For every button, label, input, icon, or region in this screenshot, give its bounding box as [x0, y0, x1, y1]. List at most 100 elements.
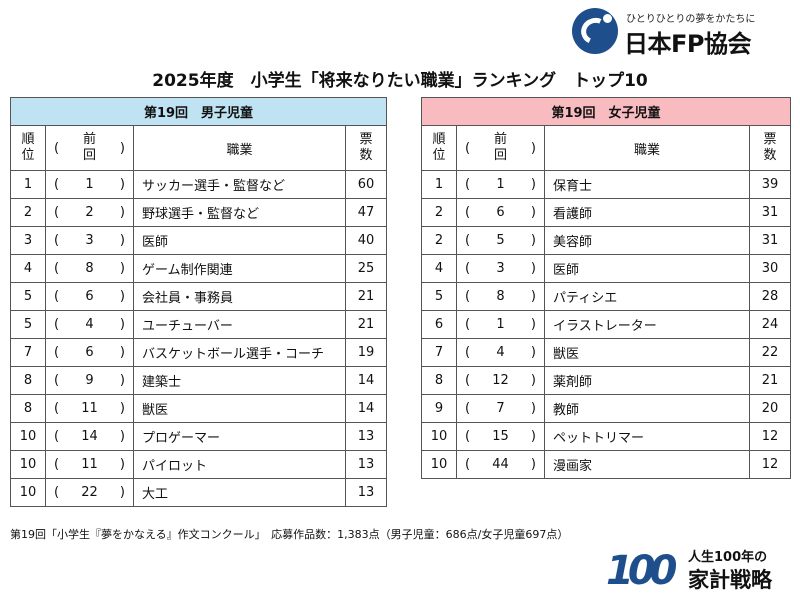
girls-table-heading: 第19回 女子児童 [421, 97, 791, 126]
logo-org-name: 日本FP協会 [624, 30, 751, 58]
boys-table-body: 順位(前回) 職業票数 1(1) サッカー選手・監督など 60 2(2) 野球選手・監督など… [10, 125, 387, 507]
table-row: 2(2) 野球選手・監督など 47 [10, 198, 387, 227]
table-row: 1(1) 保育士 39 [421, 170, 791, 199]
footer-note: 第19回「小学生『夢をかなえる』作文コンクール」 応募作品数：1,383点（男子… [10, 528, 569, 541]
prev-rank-cell: (4) [456, 338, 545, 367]
votes-cell: 60 [345, 170, 387, 199]
jfp-emblem-icon [572, 8, 618, 54]
girls-ranking-table: 第19回 女子児童 順位(前回) 職業票数 1(1) 保育士 39 2(6) 看護師 31 2(… [421, 97, 791, 479]
rank-cell: 5 [10, 310, 46, 339]
table-row: 7(4) 獣医 22 [421, 338, 791, 367]
rank-cell: 10 [10, 422, 46, 451]
prev-rank-cell: (9) [45, 366, 134, 395]
rank-cell: 2 [421, 226, 457, 255]
rank-cell: 4 [10, 254, 46, 283]
prev-rank-cell: (44) [456, 450, 545, 479]
col-header-job: 職業 [133, 125, 346, 171]
votes-cell: 14 [345, 366, 387, 395]
votes-cell: 12 [749, 422, 791, 451]
votes-cell: 22 [749, 338, 791, 367]
rank-cell: 8 [421, 366, 457, 395]
table-row: 1(1) サッカー選手・監督など 60 [10, 170, 387, 199]
prev-rank-cell: (3) [456, 254, 545, 283]
rank-cell: 2 [10, 198, 46, 227]
job-cell: ペットトリマー [544, 422, 750, 451]
prev-rank-cell: (2) [45, 198, 134, 227]
job-cell: 建築士 [133, 366, 346, 395]
job-cell: 保育士 [544, 170, 750, 199]
col-header-votes: 票数 [345, 125, 387, 171]
rank-cell: 9 [421, 394, 457, 423]
rank-cell: 5 [421, 282, 457, 311]
prev-rank-cell: (6) [45, 338, 134, 367]
logo-100-line2: 家計戦略 [688, 568, 772, 592]
prev-rank-cell: (7) [456, 394, 545, 423]
col-header-prev: (前回) [45, 125, 134, 171]
table-row: 7(6) バスケットボール選手・コーチ 19 [10, 338, 387, 367]
rank-cell: 6 [421, 310, 457, 339]
table-row: 10(14) プロゲーマー 13 [10, 422, 387, 451]
prev-rank-cell: (11) [45, 394, 134, 423]
table-row: 10(11) パイロット 13 [10, 450, 387, 479]
job-cell: パティシエ [544, 282, 750, 311]
table-row: 3(3) 医師 40 [10, 226, 387, 255]
rank-cell: 2 [421, 198, 457, 227]
votes-cell: 12 [749, 450, 791, 479]
job-cell: プロゲーマー [133, 422, 346, 451]
job-cell: パイロット [133, 450, 346, 479]
table-row: 8(11) 獣医 14 [10, 394, 387, 423]
votes-cell: 14 [345, 394, 387, 423]
rank-cell: 10 [421, 450, 457, 479]
table-row: 5(6) 会社員・事務員 21 [10, 282, 387, 311]
job-cell: 大工 [133, 478, 346, 507]
col-header-job: 職業 [544, 125, 750, 171]
votes-cell: 13 [345, 422, 387, 451]
boys-ranking-table: 第19回 男子児童 順位(前回) 職業票数 1(1) サッカー選手・監督など 60 2(2… [10, 97, 387, 507]
page-title: 2025年度 小学生「将来なりたい職業」ランキング トップ10 [152, 71, 648, 91]
rank-cell: 10 [421, 422, 457, 451]
job-cell: ユーチューバー [133, 310, 346, 339]
job-cell: 漫画家 [544, 450, 750, 479]
votes-cell: 30 [749, 254, 791, 283]
prev-rank-cell: (6) [456, 198, 545, 227]
job-cell: 医師 [133, 226, 346, 255]
votes-cell: 20 [749, 394, 791, 423]
table-row: 4(8) ゲーム制作関連 25 [10, 254, 387, 283]
job-cell: バスケットボール選手・コーチ [133, 338, 346, 367]
votes-cell: 13 [345, 478, 387, 507]
rank-cell: 5 [10, 282, 46, 311]
boys-table-heading: 第19回 男子児童 [10, 97, 387, 126]
job-cell: 美容師 [544, 226, 750, 255]
job-cell: ゲーム制作関連 [133, 254, 346, 283]
votes-cell: 21 [345, 310, 387, 339]
job-cell: 会社員・事務員 [133, 282, 346, 311]
prev-rank-cell: (6) [45, 282, 134, 311]
prev-rank-cell: (3) [45, 226, 134, 255]
table-row: 9(7) 教師 20 [421, 394, 791, 423]
prev-rank-cell: (5) [456, 226, 545, 255]
job-cell: イラストレーター [544, 310, 750, 339]
votes-cell: 31 [749, 226, 791, 255]
job-cell: 野球選手・監督など [133, 198, 346, 227]
table-row: 10(44) 漫画家 12 [421, 450, 791, 479]
votes-cell: 39 [749, 170, 791, 199]
prev-rank-cell: (1) [456, 170, 545, 199]
col-header-votes: 票数 [749, 125, 791, 171]
table-row: 2(6) 看護師 31 [421, 198, 791, 227]
rank-cell: 10 [10, 450, 46, 479]
votes-cell: 25 [345, 254, 387, 283]
table-row: 2(5) 美容師 31 [421, 226, 791, 255]
jinsei-100-logo: 100 人生100年の 家計戦略 [606, 546, 790, 594]
prev-rank-cell: (1) [45, 170, 134, 199]
job-cell: 看護師 [544, 198, 750, 227]
rank-cell: 8 [10, 366, 46, 395]
logo-tagline: ひとりひとりの夢をかたちに [626, 14, 756, 25]
job-cell: 教師 [544, 394, 750, 423]
prev-rank-cell: (11) [45, 450, 134, 479]
votes-cell: 13 [345, 450, 387, 479]
job-cell: 獣医 [133, 394, 346, 423]
col-header-rank: 順位 [421, 125, 457, 171]
rank-cell: 7 [10, 338, 46, 367]
rank-cell: 1 [10, 170, 46, 199]
table-row: 8(12) 薬剤師 21 [421, 366, 791, 395]
